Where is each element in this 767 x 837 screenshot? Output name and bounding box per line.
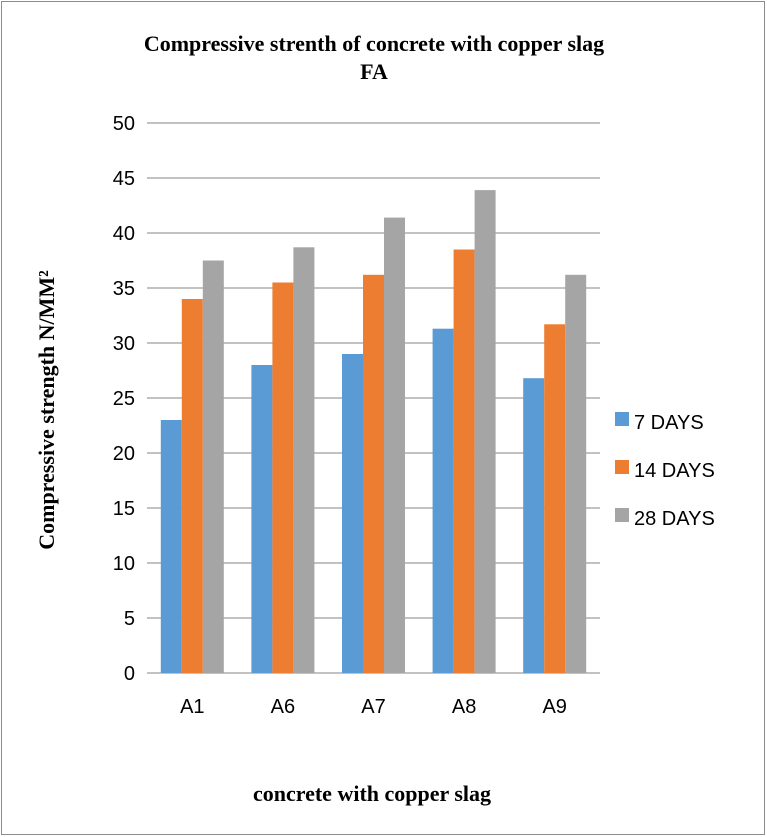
chart-title: Compressive strenth of concrete with cop… [144,31,604,56]
y-tick-label: 45 [113,168,135,190]
bar [453,249,475,673]
legend-swatch [615,460,629,474]
bar [181,299,203,673]
x-tick-label: A7 [361,696,385,718]
legend: 7 DAYS 14 DAYS 28 DAYS [615,412,715,530]
y-axis-title: Compressive strength N/MM² [34,270,59,550]
bar [272,282,294,673]
bar [544,324,566,673]
x-tick-label: A8 [452,696,476,718]
x-tick-label: A6 [271,696,295,718]
x-axis-ticks: A1 A6 A7 A8 A9 [180,696,567,718]
y-tick-label: 25 [113,388,135,410]
bars [160,190,587,674]
bar [384,217,405,673]
y-tick-label: 40 [113,223,135,245]
legend-swatch [615,508,629,522]
y-tick-label: 10 [113,553,135,575]
y-tick-label: 20 [113,443,135,465]
legend-label: 14 DAYS [634,460,715,482]
y-axis-ticks: 0 5 10 15 20 25 30 35 40 45 50 [113,113,135,685]
bar [160,420,182,673]
y-tick-label: 30 [113,333,135,355]
legend-label: 28 DAYS [634,508,715,530]
bar [202,260,224,673]
y-tick-label: 5 [124,608,135,630]
bar [432,328,454,673]
bar [523,378,545,673]
bar [293,247,315,674]
bar [251,365,273,673]
chart-subtitle: FA [360,59,388,84]
bar [565,274,587,673]
bar [342,354,363,673]
y-tick-label: 15 [113,498,135,520]
x-axis-title: concrete with copper slag [253,781,491,806]
legend-label: 7 DAYS [634,412,704,434]
bar [474,190,496,673]
x-tick-label: A1 [180,696,204,718]
bar [363,274,384,673]
y-tick-label: 35 [113,278,135,300]
x-tick-label: A9 [542,696,566,718]
y-tick-label: 50 [113,113,135,135]
y-tick-label: 0 [124,663,135,685]
legend-swatch [615,412,629,426]
